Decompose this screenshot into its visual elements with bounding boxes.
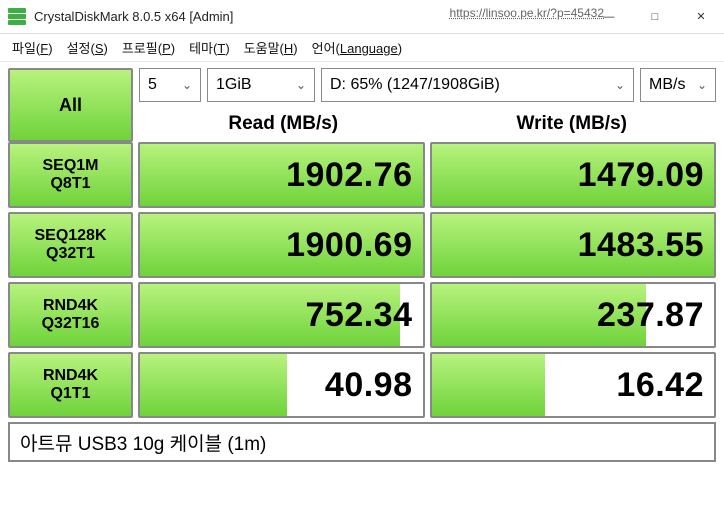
- test-size-select[interactable]: 1GiB⌄: [207, 68, 315, 102]
- window-controls: — □ ✕: [586, 0, 724, 34]
- menu-language[interactable]: 언어(Language): [312, 38, 402, 57]
- unit-select[interactable]: MB/s⌄: [640, 68, 716, 102]
- column-headers: Read (MB/s) Write (MB/s): [139, 108, 716, 140]
- menubar: 파일(F) 설정(S) 프로필(P) 테마(T) 도움말(H) 언어(Langu…: [0, 34, 724, 62]
- write-value-cell: 1483.55: [430, 212, 717, 278]
- write-value: 1483.55: [578, 226, 704, 265]
- window-title: CrystalDiskMark 8.0.5 x64 [Admin]: [34, 9, 233, 24]
- all-button-label: All: [59, 95, 82, 116]
- read-header: Read (MB/s): [139, 113, 428, 135]
- all-button[interactable]: All: [8, 68, 133, 142]
- write-value-cell: 237.87: [430, 282, 717, 348]
- chevron-down-icon: ⌄: [182, 78, 192, 92]
- menu-theme[interactable]: 테마(T): [189, 38, 230, 57]
- write-value: 16.42: [616, 366, 704, 405]
- close-button[interactable]: ✕: [678, 0, 724, 34]
- test-button-rnd4k-q1t1[interactable]: RND4KQ1T1: [8, 352, 133, 418]
- chevron-down-icon: ⌄: [615, 78, 625, 92]
- read-value-cell: 1900.69: [138, 212, 425, 278]
- maximize-button[interactable]: □: [632, 0, 678, 34]
- read-value-cell: 1902.76: [138, 142, 425, 208]
- test-button-seq128k-q32t1[interactable]: SEQ128KQ32T1: [8, 212, 133, 278]
- chevron-down-icon: ⌄: [697, 78, 707, 92]
- write-header: Write (MB/s): [428, 113, 717, 135]
- menu-help[interactable]: 도움말(H): [244, 38, 298, 57]
- results-grid: SEQ1MQ8T1 1902.76 1479.09 SEQ128KQ32T1 1900.…: [0, 142, 724, 418]
- read-value: 40.98: [325, 366, 413, 405]
- menu-profile[interactable]: 프로필(P): [122, 38, 175, 57]
- app-icon: [8, 8, 26, 26]
- test-button-rnd4k-q32t16[interactable]: RND4KQ32T16: [8, 282, 133, 348]
- write-value: 1479.09: [578, 156, 704, 195]
- result-row: RND4KQ1T1 40.98 16.42: [8, 352, 716, 418]
- result-row: RND4KQ32T16 752.34 237.87: [8, 282, 716, 348]
- test-button-seq1m-q8t1[interactable]: SEQ1MQ8T1: [8, 142, 133, 208]
- footer-label: 아트뮤 USB3 10g 케이블 (1m): [8, 422, 716, 462]
- result-row: SEQ1MQ8T1 1902.76 1479.09: [8, 142, 716, 208]
- titlebar: CrystalDiskMark 8.0.5 x64 [Admin] https:…: [0, 0, 724, 34]
- read-value-cell: 40.98: [138, 352, 425, 418]
- read-value: 752.34: [306, 296, 413, 335]
- read-value-cell: 752.34: [138, 282, 425, 348]
- read-value: 1900.69: [286, 226, 412, 265]
- chevron-down-icon: ⌄: [296, 78, 306, 92]
- write-value-cell: 1479.09: [430, 142, 717, 208]
- write-value-cell: 16.42: [430, 352, 717, 418]
- watermark-text: https://linsoo.pe.kr/?p=45432: [450, 6, 604, 20]
- menu-file[interactable]: 파일(F): [12, 38, 53, 57]
- read-value: 1902.76: [286, 156, 412, 195]
- test-count-select[interactable]: 5⌄: [139, 68, 201, 102]
- write-value: 237.87: [597, 296, 704, 335]
- menu-settings[interactable]: 설정(S): [67, 38, 108, 57]
- drive-select[interactable]: D: 65% (1247/1908GiB)⌄: [321, 68, 634, 102]
- result-row: SEQ128KQ32T1 1900.69 1483.55: [8, 212, 716, 278]
